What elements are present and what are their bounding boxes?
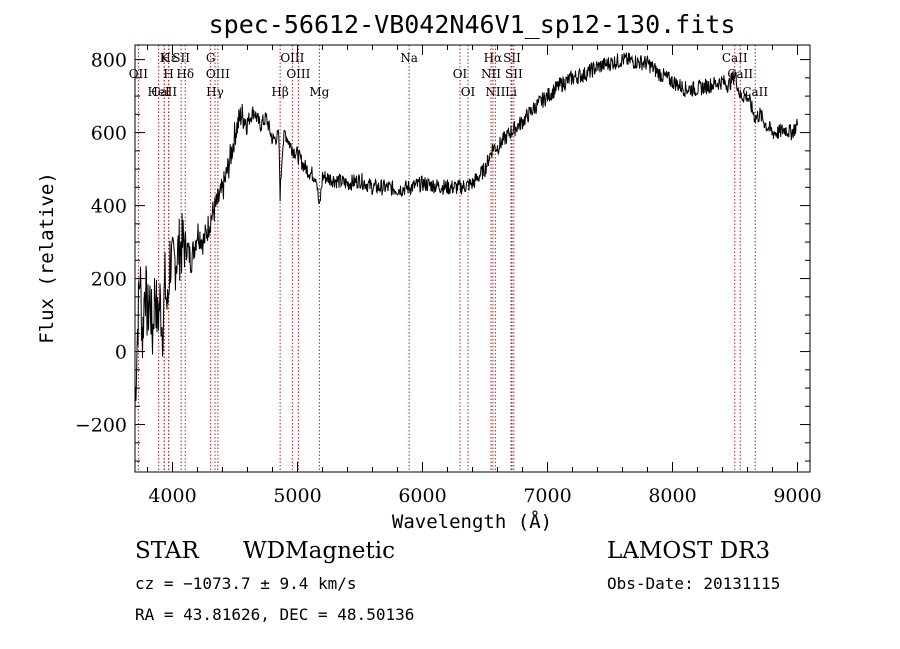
object-subclass: WDMagnetic (243, 538, 395, 564)
line-label: SII (505, 67, 523, 81)
x-tick-label: 9000 (773, 485, 821, 507)
x-tick-label: 4000 (148, 485, 196, 507)
line-label: CaII (722, 51, 748, 65)
y-tick-labels: −200 0 200 400 600 800 (75, 50, 127, 437)
spectrum-line (134, 52, 798, 407)
line-label: Hβ (271, 85, 288, 99)
line-label: SII (503, 51, 521, 65)
line-label: G (206, 51, 216, 65)
y-tick-label: 800 (91, 50, 127, 72)
redshift-text: cz = −1073.7 ± 9.4 km/s (135, 574, 357, 593)
line-label: NII (481, 67, 501, 81)
y-tick-label: 0 (115, 342, 127, 364)
x-tick-label: 5000 (273, 485, 321, 507)
line-label: CaII (742, 85, 768, 99)
emission-line-markers: HεOIICaIIKHHeISIIHδHγGOIIIHβOIIIOIIIMgNa… (129, 45, 768, 472)
line-label: Na (400, 51, 418, 65)
plot-frame (134, 44, 811, 473)
y-tick-label: 200 (91, 269, 127, 291)
object-class: STAR (135, 538, 199, 564)
y-tick-label: 400 (91, 196, 127, 218)
line-label: Hγ (206, 85, 224, 99)
line-label: H (163, 67, 173, 81)
line-label: Li (505, 85, 517, 99)
line-label: Mg (309, 85, 329, 99)
coordinates-text: RA = 43.81626, DEC = 48.50136 (135, 605, 414, 624)
line-label: OI (453, 67, 468, 81)
line-label: Hα (484, 51, 503, 65)
y-axis-title: Flux (relative) (36, 172, 58, 344)
line-label: OII (129, 67, 149, 81)
y-tick-label: 600 (91, 123, 127, 145)
line-label: HeI (147, 85, 170, 99)
survey-name: LAMOST DR3 (607, 538, 770, 564)
line-label: OIII (280, 51, 304, 65)
axis-ticks (135, 45, 810, 472)
line-label: SII (172, 51, 190, 65)
line-label: OIII (206, 67, 230, 81)
x-tick-labels: 4000 5000 6000 7000 8000 9000 (148, 485, 821, 507)
x-tick-label: 8000 (648, 485, 696, 507)
x-tick-label: 7000 (523, 485, 571, 507)
line-label: OI (461, 85, 476, 99)
line-label: Hδ (176, 67, 194, 81)
y-tick-label: −200 (75, 415, 127, 437)
x-axis-title: Wavelength (Å) (392, 510, 552, 533)
chart-title: spec-56612-VB042N46V1_sp12-130.fits (209, 10, 736, 39)
line-label: OIII (286, 67, 310, 81)
line-label: K (160, 51, 170, 65)
spectrum-series (134, 52, 798, 407)
x-tick-label: 6000 (398, 485, 446, 507)
obs-date-text: Obs-Date: 20131115 (607, 574, 780, 593)
line-label: NII (485, 85, 505, 99)
